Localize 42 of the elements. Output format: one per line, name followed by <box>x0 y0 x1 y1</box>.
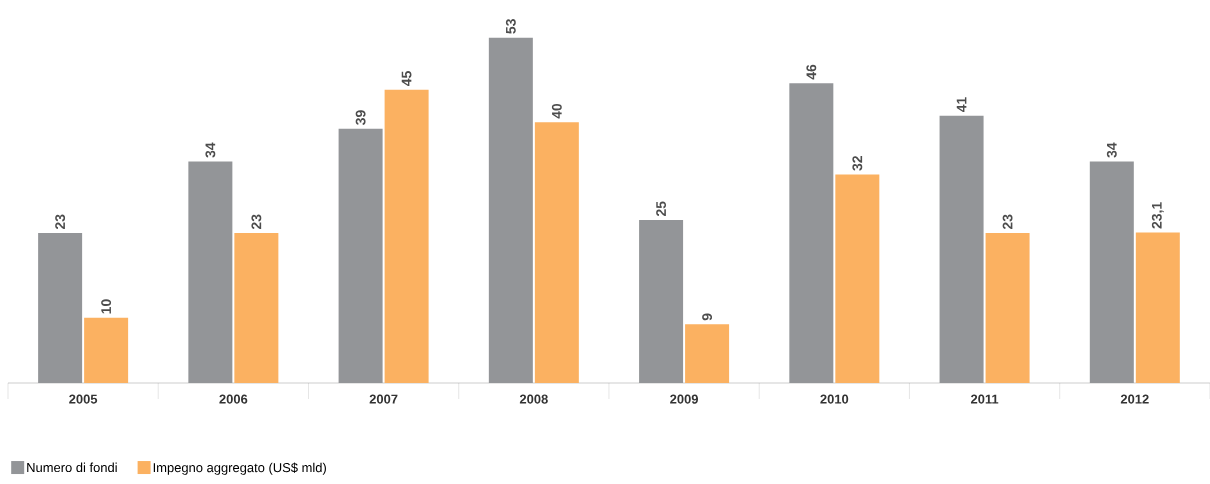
bar <box>985 233 1030 383</box>
legend-label: Impegno aggregato (US$ mld) <box>153 462 326 475</box>
bar <box>685 324 730 383</box>
x-tick-label: 2007 <box>369 394 398 404</box>
data-label: 9 <box>702 313 713 321</box>
data-label: 39 <box>355 110 366 126</box>
bar <box>38 233 83 383</box>
x-tick-label: 2012 <box>1120 394 1149 404</box>
data-label: 23 <box>1002 214 1013 230</box>
data-label: 45 <box>401 71 412 87</box>
x-tick-label: 2008 <box>519 394 548 404</box>
data-label: 34 <box>1106 142 1117 158</box>
bar <box>639 220 684 383</box>
bar <box>84 317 129 383</box>
bar <box>338 128 383 383</box>
bar <box>1135 232 1180 383</box>
legend-label: Numero di fondi <box>27 462 117 473</box>
data-label: 32 <box>852 155 863 171</box>
data-label: 10 <box>101 299 112 314</box>
bar <box>939 115 984 383</box>
bar <box>835 174 880 383</box>
bar <box>188 161 233 383</box>
data-label: 46 <box>806 64 817 80</box>
bar <box>384 89 429 383</box>
data-label: 41 <box>956 97 967 113</box>
x-tick-label: 2010 <box>820 394 849 404</box>
data-label: 34 <box>205 142 216 158</box>
bar <box>789 83 834 383</box>
data-label: 40 <box>551 103 562 119</box>
data-label: 53 <box>505 19 516 34</box>
x-tick-label: 2005 <box>69 394 98 404</box>
data-label: 23 <box>251 214 262 230</box>
data-label: 23,1 <box>1151 202 1164 229</box>
bar <box>234 233 279 383</box>
data-label: 23 <box>55 214 66 230</box>
data-label: 25 <box>656 201 667 217</box>
x-tick-label: 2006 <box>219 394 248 404</box>
bar <box>534 122 579 383</box>
bar <box>488 37 533 383</box>
bar <box>1089 161 1134 383</box>
x-tick-label: 2011 <box>970 394 999 404</box>
x-tick-label: 2009 <box>670 394 698 404</box>
